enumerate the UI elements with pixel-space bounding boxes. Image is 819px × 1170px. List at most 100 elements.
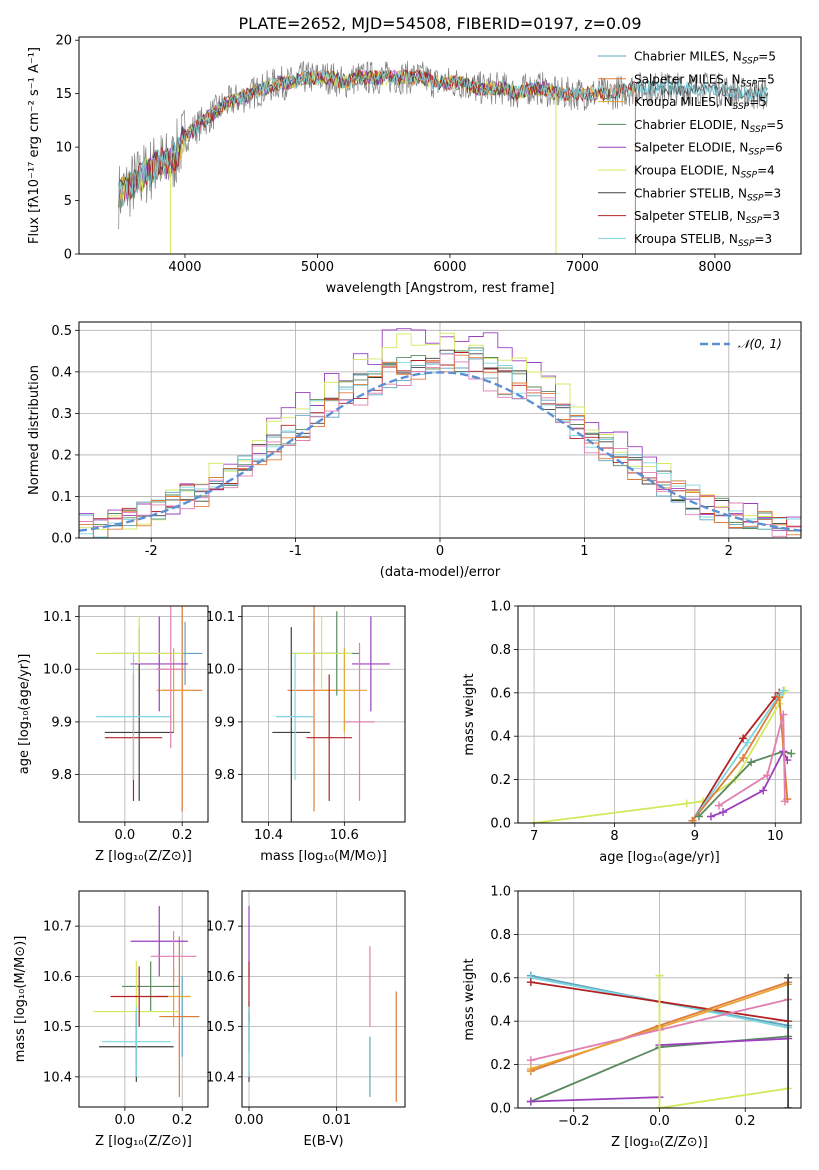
y-tick-label: 9.9 <box>51 715 72 730</box>
plus-marker <box>526 1056 535 1065</box>
mass-weight-line <box>698 750 792 818</box>
age_mw-frame <box>517 605 802 824</box>
y-tick-label: 10.6 <box>43 970 72 985</box>
legend-label: Chabrier ELODIE, NSSP=5 <box>634 118 784 135</box>
plus-marker <box>526 978 535 987</box>
x-tick-label: 0.01 <box>322 1113 351 1128</box>
z_mass-points <box>93 906 200 1097</box>
y-tick-label: 0.8 <box>490 643 511 658</box>
x-tick-label: 4000 <box>168 260 201 275</box>
x-tick-label: 0.2 <box>735 1114 756 1129</box>
z_mass-frame <box>78 890 209 1108</box>
z_mw-frame <box>517 890 802 1109</box>
y-tick-label: 10.4 <box>43 1070 72 1085</box>
x-axis-label: (data-model)/error <box>380 565 501 580</box>
x-tick-label: 10.4 <box>254 828 283 843</box>
x-tick-label: 0.2 <box>172 1113 193 1128</box>
y-tick-label: 0.2 <box>490 773 511 788</box>
x-tick-label: 7000 <box>566 260 599 275</box>
model-spectrum-line <box>118 69 769 208</box>
x-tick-label: 1 <box>580 544 588 559</box>
plus-marker <box>655 971 664 980</box>
x-axis-label: mass [log₁₀(M/M⊙)] <box>260 849 387 864</box>
ebv_mass-points <box>248 906 397 1102</box>
legend-label: Chabrier STELIB, NSSP=3 <box>634 186 781 203</box>
y-tick-label: 0.4 <box>490 730 511 745</box>
x-tick-label: 0 <box>436 544 444 559</box>
mass-weight-line <box>718 714 786 807</box>
y-tick-label: 0.6 <box>490 686 511 701</box>
legend-label: 𝒩(0, 1) <box>738 337 782 351</box>
y-axis-label: mass weight <box>462 673 477 755</box>
x-tick-label: 0.00 <box>235 1113 264 1128</box>
y-tick-label: 0.0 <box>490 817 511 832</box>
plus-marker <box>694 812 703 821</box>
x-tick-label: 10.6 <box>330 828 359 843</box>
y-tick-label: 0.2 <box>51 448 72 463</box>
y-tick-label: 10.1 <box>206 610 235 625</box>
y-tick-label: 0.5 <box>51 324 72 339</box>
plus-marker <box>780 797 789 806</box>
x-tick-label: 0.0 <box>649 1114 670 1129</box>
figure-title: PLATE=2652, MJD=54508, FIBERID=0197, z=0… <box>238 14 641 33</box>
x-axis-label: wavelength [Angstrom, rest frame] <box>326 281 555 296</box>
y-tick-label: 0.1 <box>51 490 72 505</box>
mass_age-points <box>272 606 390 822</box>
y-tick-label: 0.6 <box>490 971 511 986</box>
plus-marker <box>779 710 788 719</box>
y-tick-label: 0.8 <box>490 928 511 943</box>
age_mw-series <box>530 686 796 823</box>
legend-label: Salpeter STELIB, NSSP=3 <box>634 209 780 226</box>
y-tick-label: 0.4 <box>490 1015 511 1030</box>
y-tick-label: 20 <box>55 34 72 49</box>
x-tick-label: 8000 <box>698 260 731 275</box>
plus-marker <box>779 686 788 695</box>
y-tick-label: 10.5 <box>206 1020 235 1035</box>
plus-marker <box>688 816 697 823</box>
plus-marker <box>655 1104 664 1108</box>
spectrum-frame <box>78 36 802 255</box>
y-axis-label: age [log₁₀(age/yr)] <box>17 654 32 775</box>
histogram-step-line <box>79 353 801 538</box>
x-tick-label: −0.2 <box>558 1114 590 1129</box>
plus-marker <box>784 973 793 982</box>
normal-reference-curve <box>79 371 801 532</box>
x-tick-label: 8 <box>610 829 618 844</box>
mass_age-axes: 10.4 10.6 9.8 9.9 10.0 10.1 mass [log₁₀(M/M⊙)] <box>206 606 405 864</box>
y-axis-label: mass weight <box>462 958 477 1040</box>
ebv_mass-frame <box>241 890 406 1108</box>
legend-label: Kroupa STELIB, NSSP=3 <box>634 232 772 249</box>
y-tick-label: 10.7 <box>206 920 235 935</box>
y-tick-label: 10.4 <box>206 1070 235 1085</box>
x-tick-label: 10 <box>767 829 784 844</box>
x-tick-label: 9 <box>691 829 699 844</box>
histogram-steps <box>79 328 801 538</box>
plus-marker <box>784 1104 793 1108</box>
x-tick-label: 2 <box>725 544 733 559</box>
plus-marker <box>747 758 756 767</box>
spectrum-lines <box>118 60 769 254</box>
x-tick-label: 0.0 <box>115 1113 136 1128</box>
z_mw-series <box>526 971 793 1108</box>
plus-marker <box>759 786 768 795</box>
y-tick-label: 15 <box>55 87 72 102</box>
y-tick-label: 10.0 <box>43 663 72 678</box>
y-tick-label: 9.8 <box>51 768 72 783</box>
plus-marker <box>775 693 784 702</box>
x-axis-label: Z [log₁₀(Z/Z⊙)] <box>95 1134 192 1149</box>
spectrum-axes: 4000 5000 6000 7000 8000 0 5 10 15 20 wavelength [… <box>27 34 731 296</box>
plus-marker <box>714 801 723 810</box>
spectrum-legend: Chabrier MILES, NSSP=5 Salpeter MILES, NS… <box>598 50 784 249</box>
mass-weight-line <box>533 690 786 823</box>
y-tick-label: 5 <box>64 194 72 209</box>
y-tick-label: 0.0 <box>490 1102 511 1117</box>
plus-marker <box>530 819 539 823</box>
legend-label: Chabrier MILES, NSSP=5 <box>634 50 776 67</box>
x-tick-label: 7 <box>530 829 538 844</box>
y-tick-label: 0 <box>64 248 72 263</box>
y-axis-label: mass [log₁₀(M/M⊙)] <box>13 936 28 1063</box>
y-tick-label: 10 <box>55 141 72 156</box>
plus-marker <box>763 771 772 780</box>
legend-label: Salpeter ELODIE, NSSP=6 <box>634 141 783 158</box>
